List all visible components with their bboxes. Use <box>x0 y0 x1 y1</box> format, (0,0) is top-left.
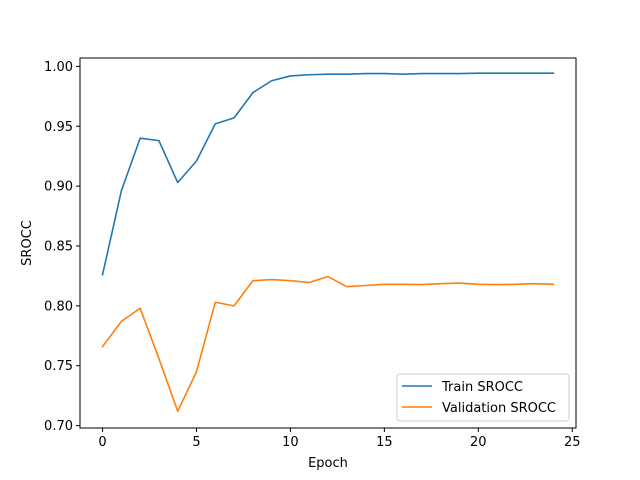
y-tick-label: 0.95 <box>44 120 73 135</box>
y-tick-label: 0.70 <box>44 419 73 434</box>
x-tick-label: 5 <box>192 435 200 450</box>
legend-label-validation: Validation SROCC <box>442 401 556 416</box>
x-tick-label: 25 <box>564 435 581 450</box>
x-tick-label: 15 <box>376 435 393 450</box>
y-axis-ticks: 0.70 0.75 0.80 0.85 0.90 0.95 1.00 <box>44 60 80 434</box>
x-axis-label: Epoch <box>308 456 348 471</box>
y-tick-label: 0.85 <box>44 239 73 254</box>
x-tick-label: 20 <box>470 435 487 450</box>
y-tick-label: 0.90 <box>44 180 73 195</box>
legend: Train SROCC Validation SROCC <box>396 373 570 422</box>
series-line-1 <box>101 275 555 413</box>
y-tick-label: 0.80 <box>44 299 73 314</box>
y-tick-label: 0.75 <box>44 359 73 374</box>
plot-lines <box>101 72 555 413</box>
plot-frame <box>79 57 577 429</box>
legend-label-train: Train SROCC <box>441 380 523 395</box>
y-tick-label: 1.00 <box>44 60 73 75</box>
series-line-0 <box>101 72 555 276</box>
x-axis-ticks: 0 5 10 15 20 25 <box>98 428 581 450</box>
x-tick-label: 0 <box>98 435 106 450</box>
x-tick-label: 10 <box>282 435 299 450</box>
legend-box <box>396 373 570 422</box>
y-axis-label: SROCC <box>20 220 35 266</box>
